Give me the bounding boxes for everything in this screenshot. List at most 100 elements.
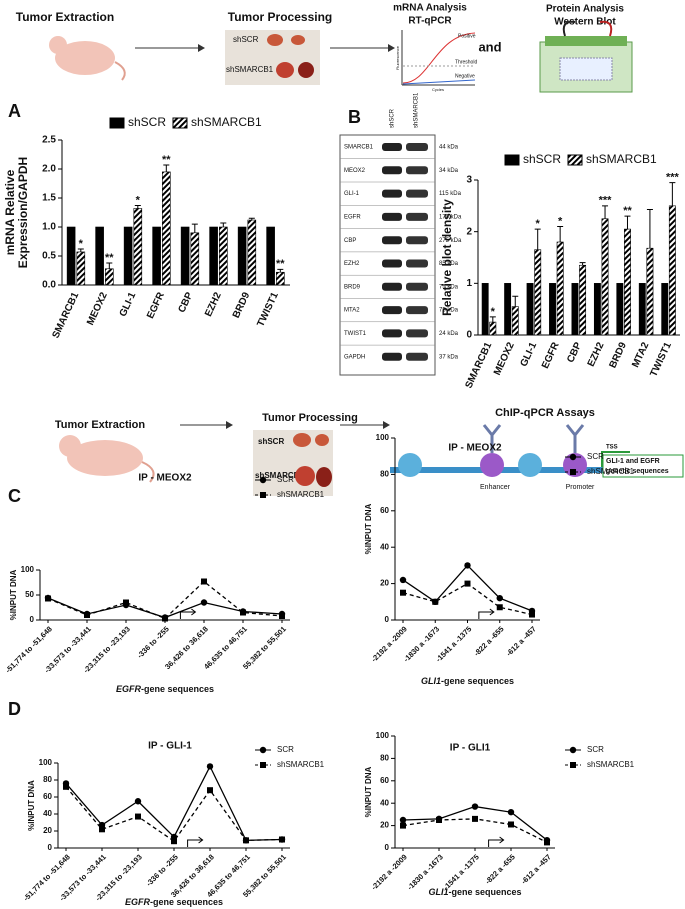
marker bbox=[162, 615, 168, 622]
significance: ** bbox=[276, 258, 285, 270]
tumor bbox=[295, 466, 315, 486]
target-box bbox=[602, 454, 684, 478]
series-line bbox=[65, 764, 283, 842]
marker bbox=[570, 469, 576, 475]
y-tick-label: 0 bbox=[30, 615, 35, 624]
step: Tumor Extraction bbox=[55, 419, 146, 431]
error-bar bbox=[579, 262, 586, 266]
panel-label: A bbox=[8, 101, 21, 121]
marker bbox=[471, 803, 479, 810]
y-tick-label: 40 bbox=[380, 542, 389, 551]
y-tick-label: 1 bbox=[466, 278, 472, 289]
x-tick-label: MEOX2 bbox=[492, 340, 517, 377]
marker bbox=[260, 762, 266, 768]
significance: * bbox=[136, 194, 141, 206]
bar bbox=[247, 219, 257, 286]
panel-label: C bbox=[8, 486, 21, 506]
mrna-title: RT-qPCR bbox=[408, 16, 452, 27]
band bbox=[382, 189, 402, 198]
band bbox=[382, 236, 402, 245]
x-axis-label-gene: EGFR bbox=[116, 684, 142, 694]
bar bbox=[601, 218, 609, 336]
bar bbox=[481, 283, 489, 336]
marker bbox=[207, 787, 213, 794]
marker bbox=[45, 595, 51, 602]
lane-label: shSMARCB1 bbox=[414, 92, 420, 128]
band bbox=[406, 259, 428, 268]
x-tick-label: MEOX2 bbox=[85, 290, 110, 327]
bar bbox=[123, 226, 133, 286]
protein-label: TWIST1 bbox=[344, 331, 367, 337]
marker bbox=[508, 821, 514, 828]
band bbox=[406, 236, 428, 245]
bar bbox=[556, 241, 564, 336]
size-label: 115 kDa bbox=[439, 191, 462, 197]
tumor bbox=[293, 433, 311, 447]
bar bbox=[549, 283, 556, 336]
x-tick-label: CBP bbox=[565, 340, 584, 364]
nucleosome bbox=[563, 453, 587, 477]
size-label: 275 kDa bbox=[439, 238, 462, 244]
protein-title: Protein Analysis bbox=[546, 4, 624, 15]
y-axis-label: Relative blot density bbox=[440, 199, 454, 316]
y-tick-label: 0 bbox=[385, 615, 390, 624]
marker bbox=[279, 613, 285, 619]
legend-swatch bbox=[567, 154, 583, 166]
bar bbox=[66, 226, 76, 286]
nucleosome bbox=[480, 453, 504, 477]
marker bbox=[243, 837, 249, 844]
protein-label: GAPDH bbox=[344, 354, 365, 360]
bar bbox=[668, 205, 676, 336]
marker bbox=[240, 609, 246, 616]
tss-arrow bbox=[488, 836, 505, 847]
workflow-chip: Tumor Extraction Tumor Processing shSCR … bbox=[55, 407, 684, 496]
antibody bbox=[482, 424, 502, 453]
error-bar bbox=[134, 205, 141, 209]
x-tick-label: BRD9 bbox=[231, 290, 253, 320]
workflow-top: Tumor Extraction Tumor Processing shSCR … bbox=[16, 3, 633, 93]
band bbox=[406, 166, 428, 175]
x-tick-label: EGFR bbox=[540, 340, 562, 371]
band bbox=[406, 212, 428, 221]
mouse-tail bbox=[141, 461, 155, 483]
protein-label: GLI-1 bbox=[344, 191, 360, 197]
error-bar bbox=[669, 182, 676, 206]
y-tick-label: 80 bbox=[380, 470, 389, 479]
y-tick-label: 60 bbox=[43, 792, 52, 801]
marker bbox=[400, 822, 406, 829]
marker bbox=[496, 594, 503, 602]
arrow-head bbox=[226, 421, 233, 429]
y-tick-label: 2.0 bbox=[42, 164, 56, 175]
x-tick-label: -822 a -655 bbox=[483, 852, 516, 885]
error-bar bbox=[277, 268, 284, 273]
band bbox=[382, 143, 402, 151]
marker bbox=[432, 598, 439, 605]
bar bbox=[133, 208, 143, 286]
x-tick-label: -612 a -457 bbox=[504, 624, 537, 657]
antibody bbox=[565, 424, 585, 453]
y-tick-label: 20 bbox=[380, 579, 389, 588]
size-label: 44 kDa bbox=[439, 145, 459, 151]
y-tick-label: 1.5 bbox=[42, 193, 56, 204]
marker bbox=[569, 453, 577, 461]
curve-axis-label: Cycles bbox=[432, 87, 444, 92]
target-label: GLI-1 and EGFR bbox=[606, 458, 660, 465]
bar bbox=[209, 226, 218, 286]
band bbox=[382, 259, 402, 268]
marker bbox=[259, 746, 267, 754]
mrna-title: mRNA Analysis bbox=[393, 3, 467, 14]
assay-title: ChIP-qPCR Assays bbox=[495, 407, 595, 419]
y-tick-label: 50 bbox=[25, 590, 34, 599]
y-tick-label: 100 bbox=[21, 565, 35, 574]
marker bbox=[260, 492, 266, 498]
x-axis-label-rest: -gene sequences bbox=[141, 684, 214, 694]
band bbox=[406, 352, 428, 361]
marker bbox=[279, 836, 285, 843]
arrow-head bbox=[198, 44, 205, 52]
series-line bbox=[402, 582, 533, 616]
y-tick-label: 0.0 bbox=[42, 280, 56, 291]
significance: ** bbox=[162, 154, 171, 166]
significance: * bbox=[558, 215, 563, 227]
bar bbox=[593, 283, 601, 336]
bar bbox=[105, 268, 114, 286]
